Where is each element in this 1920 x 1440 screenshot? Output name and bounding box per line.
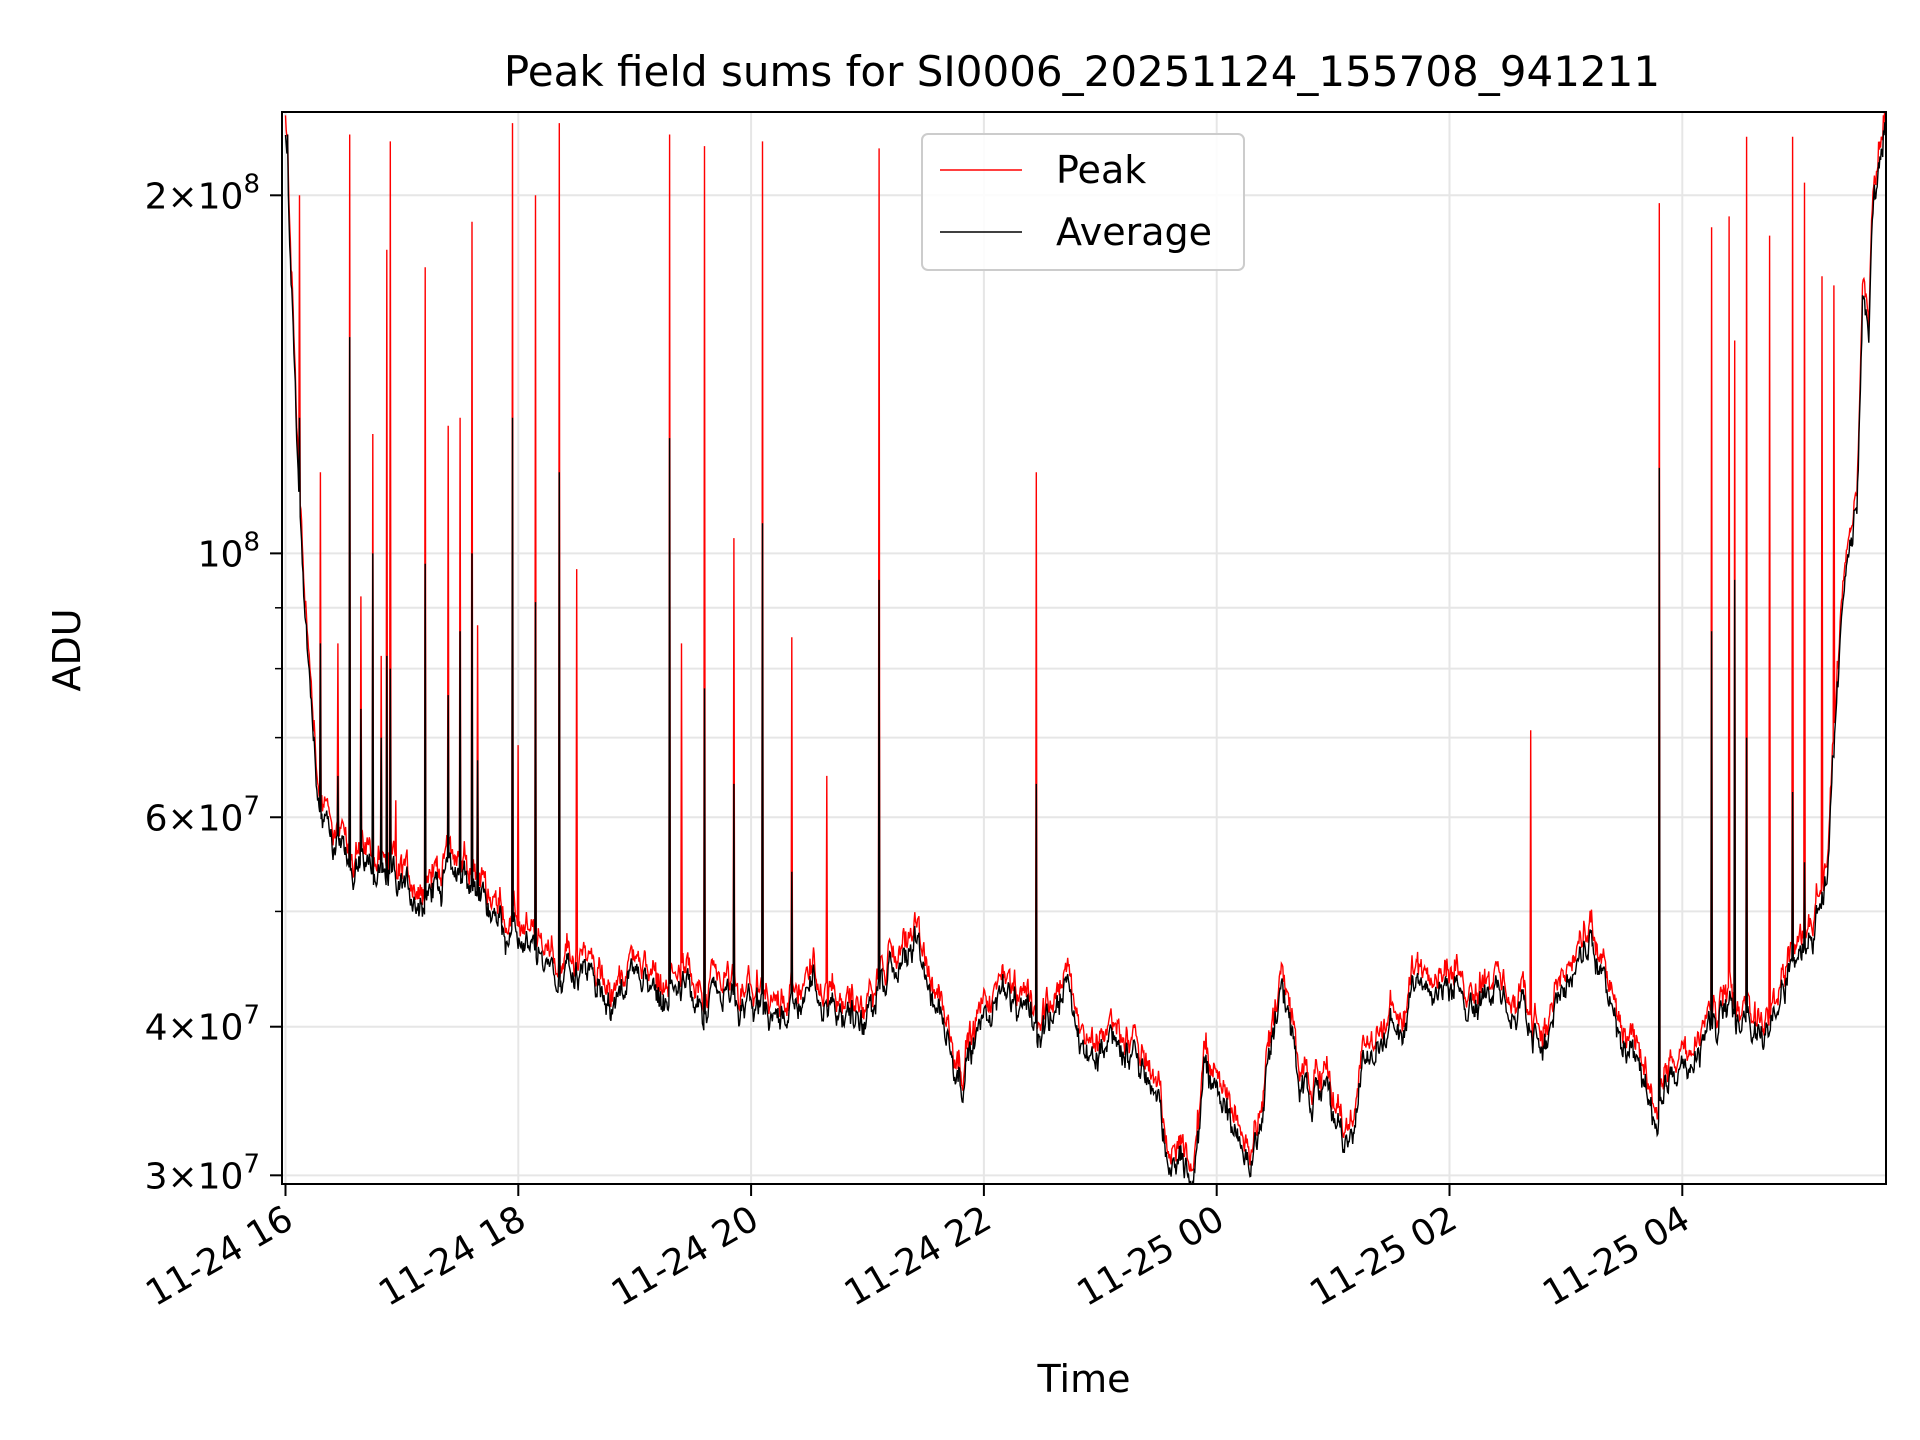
legend: Peak Average <box>921 133 1245 271</box>
y-axis-label: ADU <box>45 608 89 691</box>
x-axis-label: Time <box>1037 1357 1131 1401</box>
y-tick-label: 2×108 <box>145 169 260 217</box>
y-tick-label: 6×107 <box>145 791 260 839</box>
chart-title: Peak field sums for SI0006_20251124_1557… <box>504 47 1660 96</box>
gridlines <box>282 112 1886 1184</box>
y-axis: 3×107 4×107 6×107 108 2×108 <box>145 169 282 1197</box>
legend-label-average: Average <box>1056 210 1212 254</box>
legend-label-peak: Peak <box>1056 148 1146 192</box>
legend-box <box>921 133 1245 271</box>
series-line-peak <box>284 112 1886 1172</box>
series-layer <box>284 112 1886 1184</box>
plot-frame <box>281 111 1887 1185</box>
y-tick-label: 3×107 <box>145 1149 260 1197</box>
y-tick-label: 108 <box>198 527 260 575</box>
y-tick-label: 4×107 <box>145 1001 260 1049</box>
series-line-average <box>284 122 1886 1184</box>
